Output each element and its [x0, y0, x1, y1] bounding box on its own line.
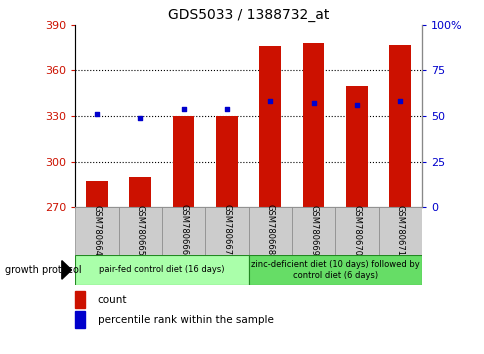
Text: count: count	[97, 295, 127, 304]
Bar	[86, 181, 107, 207]
Bar	[248, 207, 291, 255]
Bar	[334, 207, 378, 255]
Bar	[291, 207, 334, 255]
Bar	[75, 255, 248, 285]
Bar	[75, 207, 118, 255]
Bar	[248, 255, 421, 285]
Point	[223, 106, 230, 112]
Text: pair-fed control diet (16 days): pair-fed control diet (16 days)	[99, 266, 224, 274]
Bar	[215, 116, 237, 207]
Point	[395, 98, 403, 104]
Text: GSM780667: GSM780667	[222, 205, 231, 256]
Title: GDS5033 / 1388732_at: GDS5033 / 1388732_at	[167, 8, 329, 22]
Text: GSM780665: GSM780665	[136, 205, 144, 256]
Text: percentile rank within the sample: percentile rank within the sample	[97, 314, 273, 325]
Point	[352, 102, 360, 108]
Text: GSM780668: GSM780668	[265, 205, 274, 256]
Point	[179, 106, 187, 112]
Bar	[75, 291, 85, 308]
Bar	[346, 86, 367, 207]
Point	[93, 111, 101, 117]
Bar	[172, 116, 194, 207]
Bar	[129, 177, 151, 207]
Text: GSM780670: GSM780670	[352, 205, 361, 256]
Point	[309, 100, 317, 106]
Bar	[259, 46, 281, 207]
Point	[266, 98, 273, 104]
Text: GSM780664: GSM780664	[92, 205, 101, 256]
Text: zinc-deficient diet (10 days) followed by
control diet (6 days): zinc-deficient diet (10 days) followed b…	[250, 260, 419, 280]
Text: GSM780671: GSM780671	[395, 205, 404, 256]
Text: growth protocol: growth protocol	[5, 265, 81, 275]
Bar	[75, 312, 85, 327]
Point	[136, 115, 144, 121]
Bar	[378, 207, 421, 255]
Bar	[389, 45, 410, 207]
Bar	[118, 207, 162, 255]
Polygon shape	[61, 261, 72, 279]
Bar	[205, 207, 248, 255]
Text: GSM780666: GSM780666	[179, 205, 188, 256]
Text: GSM780669: GSM780669	[308, 205, 318, 256]
Bar	[162, 207, 205, 255]
Bar	[302, 43, 324, 207]
